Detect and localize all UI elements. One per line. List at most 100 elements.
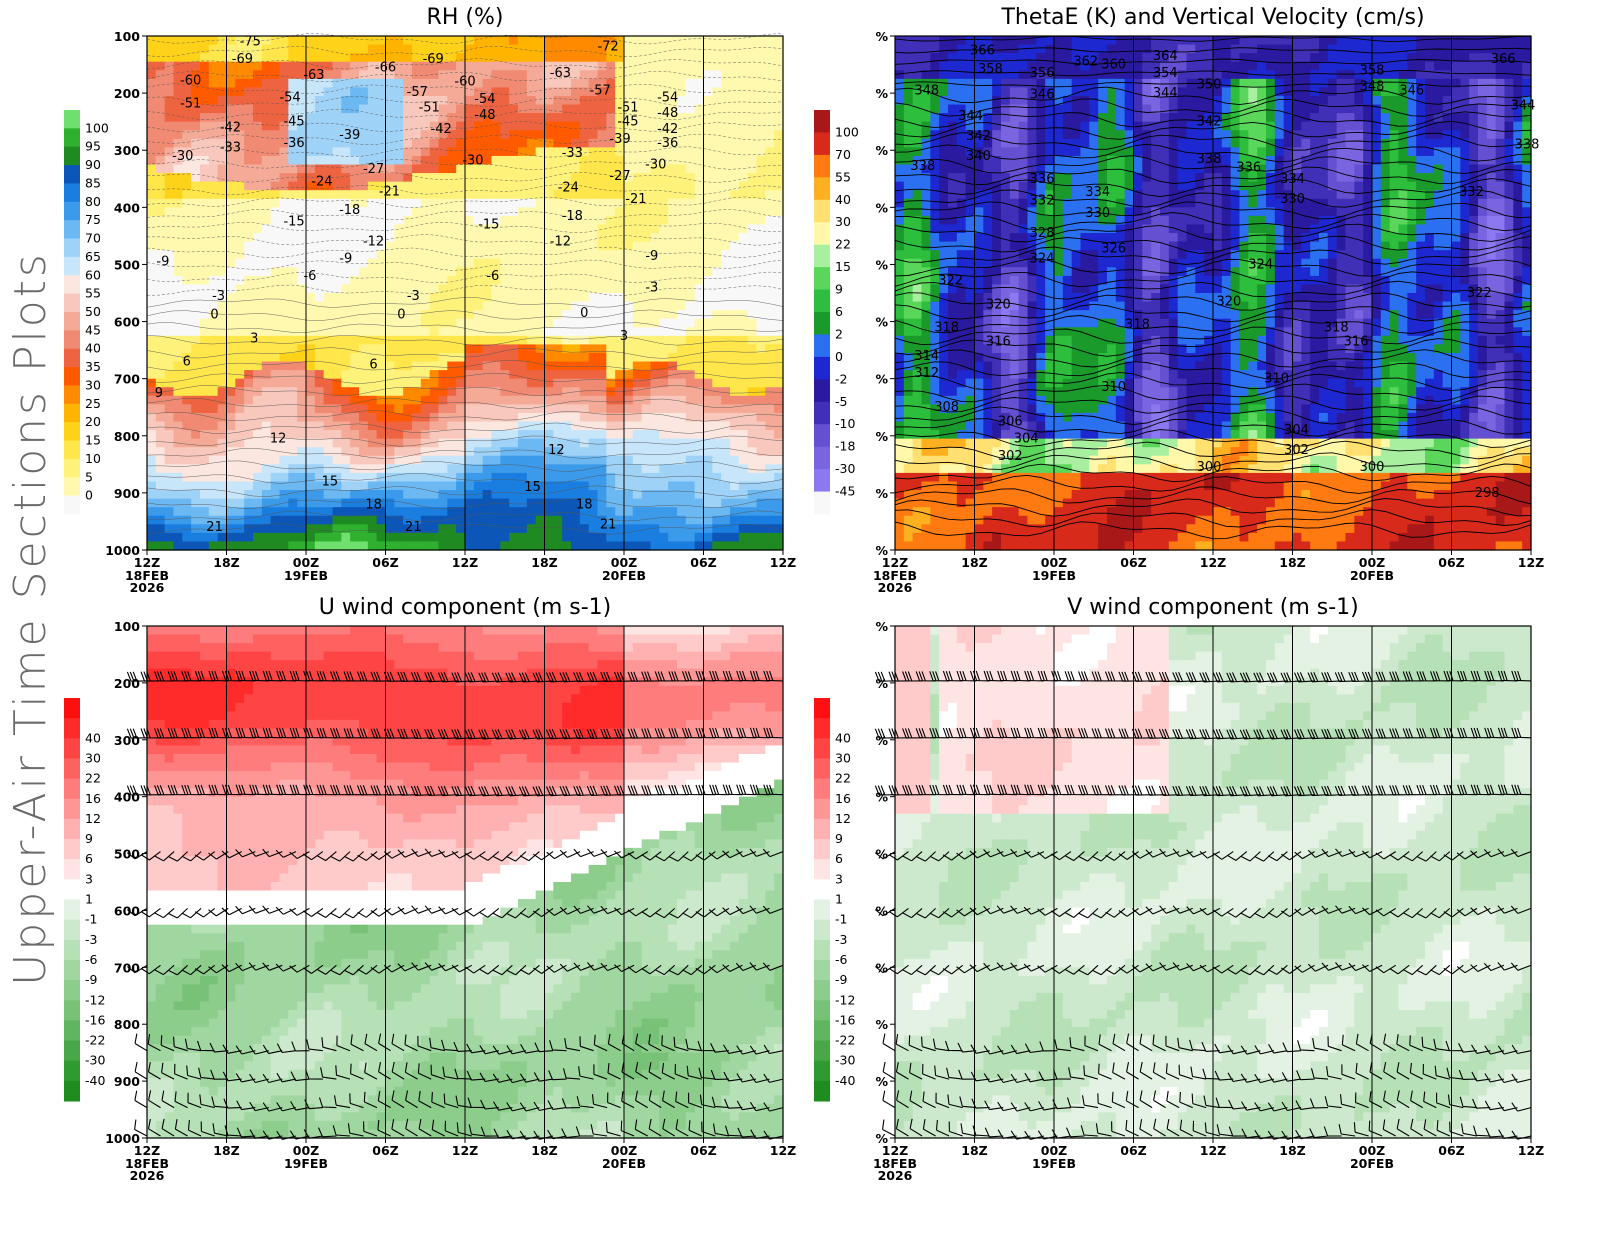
heatmap-cell xyxy=(756,301,766,311)
contour-label: -45 xyxy=(617,115,638,130)
heatmap-cell xyxy=(420,447,431,457)
heatmap-cell xyxy=(394,267,404,277)
heatmap-cell xyxy=(385,36,395,46)
heatmap-cell xyxy=(606,532,616,543)
heatmap-cell xyxy=(208,164,219,174)
heatmap-cell xyxy=(765,498,775,508)
heatmap-cell xyxy=(147,36,157,46)
heatmap-cell xyxy=(350,318,360,328)
heatmap-cell xyxy=(553,44,563,54)
heatmap-cell xyxy=(553,155,563,166)
heatmap-cell xyxy=(518,515,528,525)
colorbar-label: 75 xyxy=(85,212,101,227)
heatmap-cell xyxy=(297,207,307,217)
heatmap-cell xyxy=(579,472,590,483)
heatmap-cell xyxy=(650,78,660,88)
heatmap-cell xyxy=(912,490,923,500)
heatmap-cell xyxy=(606,138,616,148)
heatmap-cell xyxy=(191,164,201,174)
heatmap-cell xyxy=(747,395,758,405)
heatmap-cell xyxy=(217,498,228,508)
date-tick-label: 2026 xyxy=(130,580,165,595)
heatmap-cell xyxy=(359,104,369,114)
heatmap-cell xyxy=(429,352,440,363)
heatmap-cell xyxy=(253,155,263,166)
heatmap-cell xyxy=(500,44,510,54)
heatmap-cell xyxy=(518,498,528,508)
heatmap-cell xyxy=(912,395,923,405)
heatmap-cell xyxy=(164,104,175,114)
heatmap-cell xyxy=(553,224,563,234)
heatmap-cell xyxy=(261,318,272,328)
heatmap-cell xyxy=(668,481,678,491)
heatmap-cell xyxy=(447,293,457,303)
heatmap-cell xyxy=(253,378,263,388)
heatmap-cell xyxy=(217,301,228,311)
heatmap-cell xyxy=(774,173,784,183)
heatmap-cell xyxy=(147,318,157,328)
heatmap-cell xyxy=(544,438,554,448)
heatmap-cell xyxy=(394,395,404,405)
heatmap-cell xyxy=(712,155,722,166)
heatmap-cell xyxy=(921,344,931,354)
heatmap-cell xyxy=(738,378,749,388)
heatmap-cell xyxy=(668,310,678,320)
heatmap-cell xyxy=(429,53,440,63)
heatmap-cell xyxy=(939,164,949,174)
heatmap-cell xyxy=(668,104,678,114)
heatmap-cell xyxy=(456,524,466,534)
heatmap-cell xyxy=(367,155,378,166)
heatmap-cell xyxy=(774,335,784,345)
heatmap-cell xyxy=(147,53,157,63)
heatmap-cell xyxy=(641,378,652,388)
heatmap-cell xyxy=(270,361,281,371)
heatmap-cell xyxy=(624,275,634,286)
heatmap-cell xyxy=(270,438,281,448)
heatmap-cell xyxy=(703,138,713,148)
contour-label: -27 xyxy=(609,169,630,184)
heatmap-cell xyxy=(544,164,554,174)
y-tick-label: 700 xyxy=(114,372,140,387)
heatmap-cell xyxy=(579,70,590,80)
heatmap-cell xyxy=(456,181,466,191)
heatmap-cell xyxy=(956,78,967,88)
heatmap-cell xyxy=(429,472,440,483)
heatmap-cell xyxy=(677,164,687,174)
heatmap-cell xyxy=(535,524,546,534)
heatmap-cell xyxy=(765,113,775,123)
heatmap-cell xyxy=(544,301,554,311)
heatmap-cell xyxy=(571,481,581,491)
heatmap-cell xyxy=(756,104,766,114)
heatmap-cell xyxy=(412,250,422,260)
heatmap-cell xyxy=(394,378,404,388)
heatmap-cell xyxy=(668,447,678,457)
heatmap-cell xyxy=(429,412,440,423)
heatmap-cell xyxy=(403,181,413,191)
heatmap-cell xyxy=(394,224,404,234)
heatmap-cell xyxy=(253,327,263,337)
heatmap-cell xyxy=(738,352,749,363)
heatmap-cell xyxy=(624,507,634,517)
heatmap-cell xyxy=(155,344,166,354)
heatmap-cell xyxy=(526,147,537,157)
heatmap-cell xyxy=(288,344,298,354)
heatmap-cell xyxy=(747,352,758,363)
heatmap-cell xyxy=(394,70,404,80)
heatmap-cell xyxy=(756,412,766,423)
heatmap-cell xyxy=(597,104,607,114)
heatmap-cell xyxy=(518,532,528,543)
heatmap-cell xyxy=(738,78,749,88)
heatmap-cell xyxy=(606,352,616,363)
contour-label: -54 xyxy=(279,91,300,106)
heatmap-cell xyxy=(226,532,236,543)
heatmap-cell xyxy=(350,164,360,174)
heatmap-cell xyxy=(562,121,572,131)
heatmap-cell xyxy=(270,250,281,260)
heatmap-cell xyxy=(738,250,749,260)
heatmap-cell xyxy=(253,524,263,534)
heatmap-cell xyxy=(182,147,192,157)
heatmap-cell xyxy=(956,335,967,345)
heatmap-cell xyxy=(588,532,599,543)
heatmap-cell xyxy=(270,490,281,500)
heatmap-cell xyxy=(526,258,537,268)
